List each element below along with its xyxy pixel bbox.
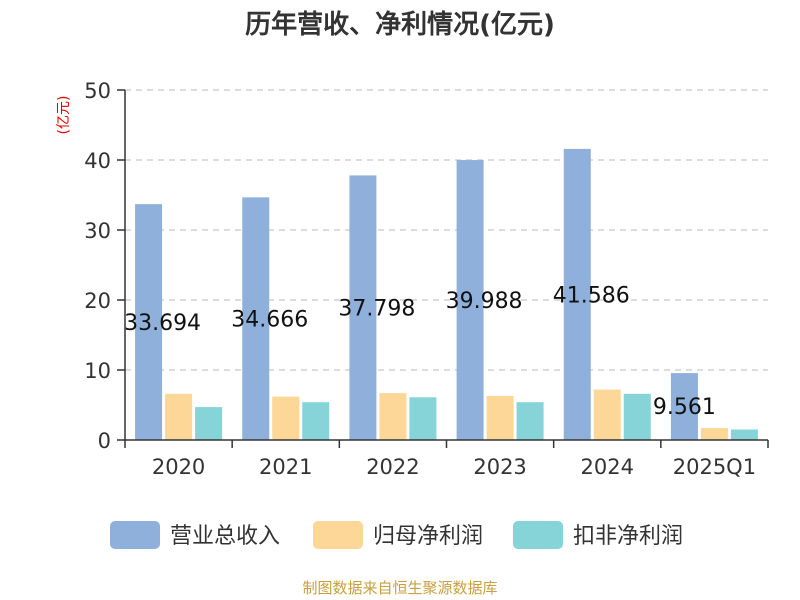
y-tick-label: 50	[84, 79, 111, 103]
chart-title: 历年营收、净利情况(亿元)	[245, 9, 555, 40]
bar	[730, 429, 758, 440]
bar	[349, 175, 377, 440]
y-axis-label: (亿元)	[56, 96, 72, 135]
x-tick-label: 2021	[259, 455, 312, 479]
bar-groups	[135, 148, 758, 441]
x-tick-label: 2023	[473, 455, 526, 479]
legend-label: 归母净利润	[373, 524, 483, 549]
y-tick-label: 30	[84, 219, 111, 243]
bar	[563, 148, 591, 440]
legend-item: 扣非净利润	[513, 521, 683, 549]
bar	[700, 428, 728, 440]
x-tick-label: 2024	[581, 455, 634, 479]
x-axis-ticks: 2020 2021 2022 2023 2024 2025Q1	[124, 440, 769, 479]
bar	[302, 402, 330, 440]
legend-swatch	[110, 521, 160, 549]
bar	[516, 402, 544, 440]
data-label: 33.694	[124, 311, 201, 336]
legend-label: 营业总收入	[170, 524, 280, 549]
data-labels: 33.694 34.666 37.798 39.988 41.586 9.561	[124, 283, 716, 420]
bar-group-2021	[242, 197, 330, 440]
y-tick-label: 40	[84, 149, 111, 173]
bar	[456, 160, 484, 441]
x-tick-label: 2020	[152, 455, 205, 479]
legend-item: 归母净利润	[313, 521, 483, 549]
y-tick-label: 20	[84, 289, 111, 313]
data-label: 34.666	[231, 308, 308, 333]
bar	[242, 197, 270, 440]
bar-group-2020	[135, 204, 223, 440]
source-note: 制图数据来自恒生聚源数据库	[302, 579, 497, 597]
bar-group-2025Q1	[670, 373, 758, 440]
bar	[593, 389, 621, 440]
bar	[409, 397, 437, 440]
bar	[272, 396, 300, 440]
x-tick-label: 2022	[366, 455, 419, 479]
bar-group-2022	[349, 175, 437, 440]
bar	[623, 393, 651, 440]
y-axis-ticks: 0 10 20 30 40 50	[84, 79, 125, 453]
data-label: 37.798	[338, 297, 415, 322]
legend-label: 扣非净利润	[573, 524, 683, 549]
bar	[135, 204, 163, 440]
bar	[165, 393, 193, 440]
legend-swatch	[313, 521, 363, 549]
y-tick-label: 10	[84, 359, 111, 383]
grid-lines	[125, 89, 768, 371]
data-label: 9.561	[653, 395, 716, 420]
data-label: 39.988	[446, 289, 523, 314]
y-tick-label: 0	[98, 429, 111, 453]
bar	[486, 395, 514, 440]
bar	[670, 373, 698, 440]
x-tick-label: 2025Q1	[673, 455, 756, 479]
bar-group-2024	[563, 148, 651, 440]
bar	[195, 407, 223, 440]
bar-group-2023	[456, 160, 544, 441]
bar	[379, 393, 407, 440]
data-label: 41.586	[553, 283, 630, 308]
legend-item: 营业总收入	[110, 521, 280, 549]
legend: 营业总收入 归母净利润 扣非净利润	[110, 521, 683, 549]
legend-swatch	[513, 521, 563, 549]
